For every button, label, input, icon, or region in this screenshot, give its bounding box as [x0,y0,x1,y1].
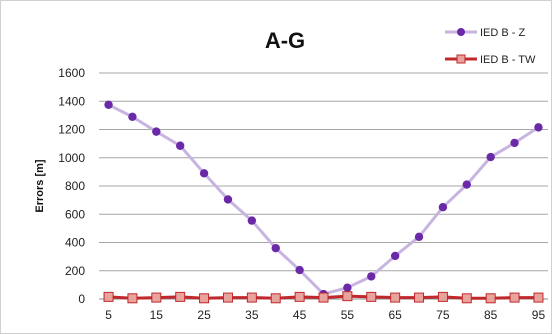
y-axis-label: Errors [m] [34,159,46,213]
y-tick-label: 400 [65,236,85,250]
x-tick-label: 75 [436,308,450,322]
x-tick-label: 5 [105,308,112,322]
data-point [104,100,113,109]
data-point [343,283,352,292]
data-point [414,232,424,242]
data-point [222,292,233,303]
legend-label-ied-b-tw: IED B - TW [480,54,536,66]
data-point [199,169,209,178]
data-point [462,180,471,189]
data-point [342,291,353,302]
data-point [152,127,161,136]
y-tick-label: 600 [65,207,85,221]
data-point [223,195,233,204]
data-point [414,292,425,303]
x-tick-label: 85 [484,308,498,322]
chart-title: A-G [265,28,305,53]
legend-entry-ied-b-z: IED B - Z [445,27,526,39]
y-tick-label: 0 [78,292,85,306]
y-tick-label: 200 [65,264,85,278]
data-point [486,152,495,162]
data-point [175,291,186,302]
data-point [318,292,329,303]
x-tick-label: 55 [341,308,355,322]
y-tick-label: 1600 [58,66,85,80]
data-point [485,293,496,304]
data-point [367,272,376,281]
data-point [438,202,448,212]
series-ied-b-tw [103,291,544,304]
data-point [461,293,472,304]
data-point [510,138,519,148]
x-tick-label: 35 [245,308,259,322]
x-tick-label: 95 [532,308,546,322]
data-point [437,291,448,302]
data-point [103,291,114,302]
data-point [295,265,304,275]
data-point [271,243,280,253]
x-tick-label: 25 [197,308,211,322]
x-tick-label: 45 [293,308,307,322]
data-point [294,291,305,302]
legend: IED B - Z IED B - TW [445,27,536,66]
data-point [199,293,210,304]
data-point [533,292,544,303]
data-point [247,216,257,225]
y-tick-label: 800 [65,179,85,193]
legend-label-ied-b-z: IED B - Z [480,27,526,39]
data-point [128,112,137,121]
y-tick-labels: 0 200 400 600 800 1000 1200 1400 1600 [58,66,85,306]
legend-marker-ied-b-z [457,28,465,36]
data-point [127,293,138,304]
x-tick-label: 65 [388,308,402,322]
series-layer [103,100,544,304]
legend-entry-ied-b-tw: IED B - TW [445,54,536,66]
data-point [151,292,162,303]
data-point [366,291,377,302]
data-point [270,293,281,304]
data-point [176,141,185,150]
legend-marker-ied-b-tw [456,54,466,64]
data-point [390,292,401,303]
data-point [390,251,400,261]
data-point [246,292,257,303]
data-point [509,292,520,303]
y-tick-label: 1400 [58,94,85,108]
y-tick-label: 1200 [58,123,85,137]
gridlines [99,72,548,272]
y-tick-label: 1000 [58,151,85,165]
data-point [534,123,543,132]
x-tick-labels: 5 15 25 35 45 55 65 75 85 95 [105,308,545,322]
x-tick-label: 15 [150,308,164,322]
